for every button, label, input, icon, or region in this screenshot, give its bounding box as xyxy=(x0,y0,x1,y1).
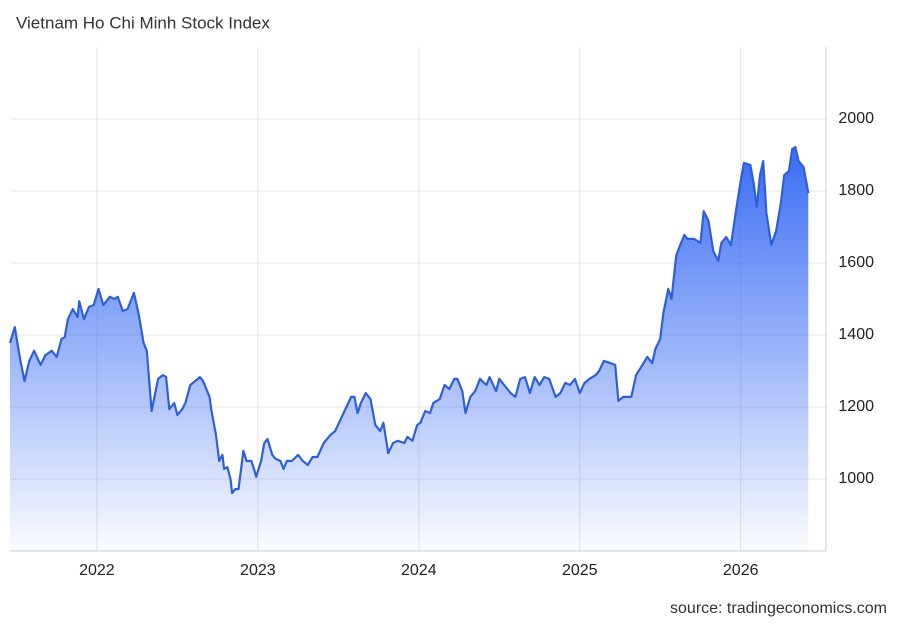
x-tick-label: 2023 xyxy=(240,562,276,579)
line xyxy=(8,146,810,495)
y-tick-label: 1200 xyxy=(838,398,874,415)
chart-title: Vietnam Ho Chi Minh Stock Index xyxy=(16,13,270,32)
y-tick-label: 1000 xyxy=(838,470,874,487)
y-tick-label: 2000 xyxy=(838,110,874,127)
y-tick-label: 1400 xyxy=(838,326,874,343)
x-tick-label: 2026 xyxy=(723,562,759,579)
x-tick-label: 2025 xyxy=(562,562,598,579)
x-tick-label: 2024 xyxy=(401,562,437,579)
y-tick-label: 1600 xyxy=(838,254,874,271)
source: source: tradingeconomics.com xyxy=(670,600,887,617)
area-fill xyxy=(10,147,809,551)
y-tick-label: 1800 xyxy=(838,182,874,199)
x-tick-label: 2022 xyxy=(79,562,115,579)
